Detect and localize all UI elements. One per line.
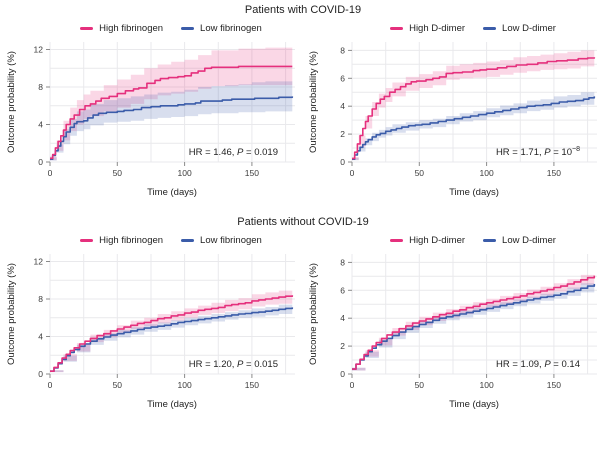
legend-swatch-high	[80, 27, 94, 30]
legend: High D-dimer Low D-dimer	[306, 232, 602, 249]
svg-text:4: 4	[38, 120, 43, 130]
legend-label: High fibrinogen	[99, 235, 164, 246]
legend-swatch-low	[181, 239, 195, 242]
legend-item: High D-dimer	[390, 235, 465, 246]
legend-swatch-low	[181, 27, 195, 30]
legend-label: Low fibrinogen	[200, 235, 262, 246]
x-axis-label: Time (days)	[147, 399, 197, 410]
svg-text:0: 0	[350, 168, 355, 178]
svg-text:0: 0	[340, 369, 345, 379]
section-title: Patients with COVID-19	[244, 4, 362, 16]
svg-text:100: 100	[178, 168, 192, 178]
legend-label: Low D-dimer	[502, 23, 556, 34]
legend-label: High D-dimer	[409, 23, 466, 34]
section-title: Patients without COVID-19	[237, 216, 369, 228]
svg-text:150: 150	[245, 380, 259, 390]
hr-annotation: HR = 1.71, P = 10−8	[495, 145, 580, 158]
svg-text:0: 0	[350, 380, 355, 390]
svg-text:0: 0	[48, 168, 53, 178]
panel-covid19-ddimer: High D-dimer Low D-dimer 0 50 100 150 0 2 4 6 8 …	[306, 20, 602, 201]
x-axis-label: Time (days)	[449, 399, 499, 410]
chart-covid19-ddimer: 0 50 100 150 0 2 4 6 8 Outcome probability (%) T…	[308, 42, 597, 198]
legend-swatch-high	[390, 27, 404, 30]
x-axis-label: Time (days)	[449, 187, 499, 198]
svg-text:6: 6	[340, 73, 345, 83]
svg-text:8: 8	[340, 45, 345, 55]
svg-text:4: 4	[38, 332, 43, 342]
svg-text:150: 150	[547, 168, 561, 178]
svg-text:6: 6	[340, 285, 345, 295]
svg-text:50: 50	[113, 168, 123, 178]
svg-text:0: 0	[340, 157, 345, 167]
svg-text:100: 100	[480, 380, 494, 390]
svg-text:8: 8	[38, 82, 43, 92]
panel-covid19-fibrinogen: High fibrinogen Low fibrinogen 0 50 100 150…	[4, 20, 300, 201]
svg-text:12: 12	[34, 257, 44, 267]
legend-swatch-low	[483, 27, 497, 30]
legend-label: High D-dimer	[409, 235, 466, 246]
y-axis-label: Outcome probability (%)	[308, 51, 319, 153]
hr-annotation: HR = 1.46, P = 0.019	[188, 147, 278, 158]
svg-text:100: 100	[480, 168, 494, 178]
legend-label: Low fibrinogen	[200, 23, 262, 34]
chart-noncovid-ddimer: 0 50 100 150 0 2 4 6 8 Outcome probability (%) T…	[308, 254, 597, 410]
hr-annotation: HR = 1.09, P = 0.14	[496, 359, 580, 370]
legend-item: High fibrinogen	[80, 23, 163, 34]
svg-text:2: 2	[340, 341, 345, 351]
svg-text:50: 50	[415, 168, 425, 178]
svg-text:8: 8	[38, 294, 43, 304]
svg-text:150: 150	[547, 380, 561, 390]
legend-item: Low fibrinogen	[181, 235, 262, 246]
svg-text:100: 100	[178, 380, 192, 390]
svg-text:50: 50	[113, 380, 123, 390]
y-axis-label: Outcome probability (%)	[6, 263, 17, 365]
legend: High fibrinogen Low fibrinogen	[4, 20, 300, 37]
legend-item: Low fibrinogen	[181, 23, 262, 34]
legend-swatch-high	[80, 239, 94, 242]
svg-text:0: 0	[38, 369, 43, 379]
svg-text:0: 0	[38, 157, 43, 167]
legend-item: Low D-dimer	[483, 23, 556, 34]
y-axis-label: Outcome probability (%)	[308, 263, 319, 365]
svg-text:12: 12	[34, 45, 44, 55]
legend-item: Low D-dimer	[483, 235, 556, 246]
legend: High D-dimer Low D-dimer	[306, 20, 602, 37]
legend-item: High fibrinogen	[80, 235, 163, 246]
panel-noncovid-fibrinogen: High fibrinogen Low fibrinogen 0 50 100 150…	[4, 232, 300, 413]
svg-text:150: 150	[245, 168, 259, 178]
legend-swatch-low	[483, 239, 497, 242]
svg-text:4: 4	[340, 313, 345, 323]
section-covid19: Patients with COVID-19 High fibrinogen L…	[0, 3, 606, 201]
legend-label: Low D-dimer	[502, 235, 556, 246]
x-axis-label: Time (days)	[147, 187, 197, 198]
svg-text:2: 2	[340, 129, 345, 139]
hr-annotation: HR = 1.20, P = 0.015	[188, 359, 278, 370]
chart-covid19-fibrinogen: 0 50 100 150 0 4 8 12 Outcome probability (%) T…	[6, 42, 295, 198]
svg-text:4: 4	[340, 101, 345, 111]
section-noncovid: Patients without COVID-19 High fibrinoge…	[0, 215, 606, 413]
svg-text:50: 50	[415, 380, 425, 390]
legend-label: High fibrinogen	[99, 23, 164, 34]
svg-text:8: 8	[340, 257, 345, 267]
y-axis-label: Outcome probability (%)	[6, 51, 17, 153]
legend: High fibrinogen Low fibrinogen	[4, 232, 300, 249]
legend-swatch-high	[390, 239, 404, 242]
legend-item: High D-dimer	[390, 23, 465, 34]
chart-noncovid-fibrinogen: 0 50 100 150 0 4 8 12 Outcome probability (%) T…	[6, 254, 295, 410]
svg-text:0: 0	[48, 380, 53, 390]
panel-noncovid-ddimer: High D-dimer Low D-dimer 0 50 100 150 0 2 4 6 8 …	[306, 232, 602, 413]
